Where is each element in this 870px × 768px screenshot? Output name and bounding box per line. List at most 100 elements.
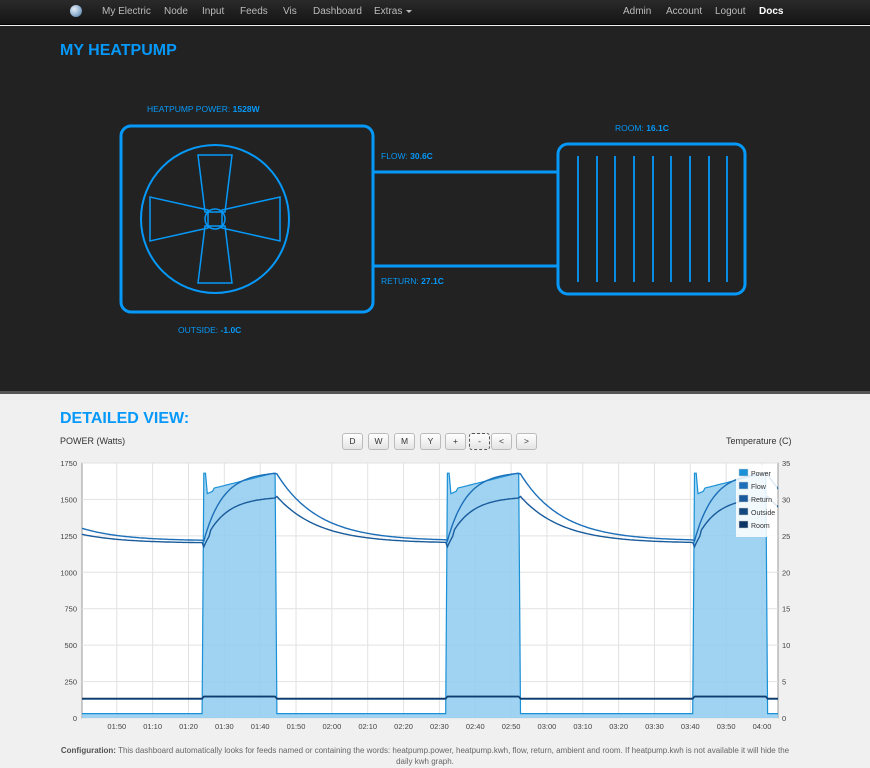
legend-swatch bbox=[738, 468, 749, 477]
x-tick-label: 02:20 bbox=[394, 722, 413, 731]
y-right-tick-label: 30 bbox=[782, 495, 790, 504]
nav-extras-label: Extras bbox=[374, 6, 403, 17]
x-tick-label: 02:30 bbox=[430, 722, 449, 731]
y-right-tick-label: 20 bbox=[782, 568, 790, 577]
configuration-label: Configuration: bbox=[60, 746, 116, 755]
y-right-tick-label: 5 bbox=[782, 678, 786, 687]
nav-node[interactable]: Node bbox=[164, 6, 188, 17]
x-tick-label: 03:00 bbox=[538, 722, 557, 731]
plot-area bbox=[81, 462, 779, 719]
legend-label: Room bbox=[751, 523, 770, 530]
outside-line bbox=[82, 696, 778, 700]
navbar: My Electric Node Input Feeds Vis Dashboa… bbox=[0, 0, 870, 25]
detailed-chart[interactable]: 0 0 250 5 500 10 750 15 1000 20 1250 25 1500 30 1750 35… bbox=[0, 455, 870, 737]
y-right-tick-label: 25 bbox=[782, 532, 790, 541]
x-tick-label: 01:20 bbox=[179, 722, 198, 731]
x-tick-label: 01:50 bbox=[287, 722, 306, 731]
nav-admin[interactable]: Admin bbox=[623, 6, 652, 17]
panel-divider bbox=[0, 391, 870, 394]
nav-my-electric[interactable]: My Electric bbox=[102, 6, 151, 17]
nav-vis[interactable]: Vis bbox=[283, 6, 297, 17]
return-line bbox=[81, 495, 779, 549]
fan-icon bbox=[140, 144, 290, 294]
configuration-text: This dashboard automatically looks for f… bbox=[118, 746, 790, 766]
x-tick-label: 03:10 bbox=[573, 722, 592, 731]
x-tick-label: 01:30 bbox=[215, 722, 234, 731]
detailed-view-title: DETAILED VIEW: bbox=[60, 410, 190, 427]
zoom-out-button[interactable]: - bbox=[469, 433, 490, 450]
legend-swatch bbox=[738, 494, 749, 503]
legend-label: Power bbox=[751, 471, 772, 478]
flow-readout: FLOW: 30.6C bbox=[381, 151, 433, 161]
month-button[interactable]: M bbox=[394, 433, 415, 450]
outside-readout: OUTSIDE: -1.0C bbox=[178, 325, 241, 335]
left-axis-title: POWER (Watts) bbox=[60, 436, 126, 446]
year-button[interactable]: Y bbox=[420, 433, 441, 450]
x-tick-label: 02:00 bbox=[322, 722, 341, 731]
legend-swatch bbox=[738, 481, 749, 490]
y-right-tick-label: 15 bbox=[782, 605, 790, 614]
chevron-down-icon bbox=[406, 9, 413, 13]
heatpump-diagram bbox=[119, 124, 747, 314]
x-tick-label: 02:40 bbox=[466, 722, 485, 731]
nav-logout[interactable]: Logout bbox=[715, 6, 746, 17]
week-button[interactable]: W bbox=[368, 433, 389, 450]
pan-left-button[interactable]: < bbox=[491, 433, 512, 450]
x-tick-label: 02:50 bbox=[502, 722, 521, 731]
return-readout: RETURN: 27.1C bbox=[381, 276, 444, 286]
x-tick-label: 01:10 bbox=[143, 722, 162, 731]
power-label: HEATPUMP POWER: bbox=[147, 104, 231, 114]
room-value: 16.1C bbox=[646, 123, 669, 133]
room-readout: ROOM: 16.1C bbox=[615, 123, 669, 133]
x-tick-label: 01:40 bbox=[251, 722, 270, 731]
nav-feeds[interactable]: Feeds bbox=[240, 6, 268, 17]
nav-docs[interactable]: Docs bbox=[759, 6, 784, 17]
nav-account[interactable]: Account bbox=[666, 6, 703, 17]
legend-label: Return bbox=[751, 497, 772, 504]
day-button[interactable]: D bbox=[342, 433, 363, 450]
y-right-tick-label: 10 bbox=[782, 641, 790, 650]
x-tick-label: 03:50 bbox=[717, 722, 736, 731]
x-tick-label: 01:50 bbox=[107, 722, 126, 731]
nav-extras[interactable]: Extras bbox=[374, 6, 413, 17]
y-left-tick-label: 1750 bbox=[60, 459, 77, 468]
right-axis-title: Temperature (C) bbox=[726, 436, 792, 446]
power-line bbox=[82, 472, 778, 715]
nav-input[interactable]: Input bbox=[202, 6, 225, 17]
x-tick-label: 02:10 bbox=[358, 722, 377, 731]
power-area bbox=[82, 473, 778, 718]
y-left-tick-label: 500 bbox=[64, 641, 77, 650]
legend-label: Outside bbox=[751, 510, 775, 517]
radiator-fins bbox=[577, 156, 728, 282]
x-tick-label: 03:30 bbox=[645, 722, 664, 731]
room-label: ROOM: bbox=[615, 123, 644, 133]
flow-value: 30.6C bbox=[410, 151, 433, 161]
pan-right-button[interactable]: > bbox=[516, 433, 537, 450]
y-left-tick-label: 250 bbox=[64, 678, 77, 687]
heatpump-power-readout: HEATPUMP POWER: 1528W bbox=[147, 104, 260, 114]
x-tick-label: 04:00 bbox=[753, 722, 772, 731]
power-value: 1528W bbox=[232, 104, 260, 114]
y-left-tick-label: 750 bbox=[64, 605, 77, 614]
flow-label: FLOW: bbox=[381, 151, 408, 161]
flow-line bbox=[81, 472, 779, 543]
legend-swatch bbox=[738, 507, 749, 516]
radiator-box bbox=[556, 142, 747, 296]
emoncms-logo-icon[interactable] bbox=[70, 5, 82, 17]
y-left-tick-label: 1500 bbox=[60, 495, 77, 504]
heatpump-title: MY HEATPUMP bbox=[60, 42, 177, 59]
zoom-in-button[interactable]: + bbox=[445, 433, 466, 450]
nav-dashboard[interactable]: Dashboard bbox=[313, 6, 362, 17]
y-right-tick-label: 0 bbox=[782, 714, 786, 723]
outside-value: -1.0C bbox=[220, 325, 242, 335]
configuration-note: Configuration: This dashboard automatica… bbox=[55, 745, 795, 767]
return-label: RETURN: bbox=[381, 276, 419, 286]
room-line bbox=[82, 695, 778, 699]
return-value: 27.1C bbox=[421, 276, 444, 286]
x-tick-label: 03:20 bbox=[609, 722, 628, 731]
outside-label: OUTSIDE: bbox=[178, 325, 219, 335]
x-tick-label: 03:40 bbox=[681, 722, 700, 731]
heatpump-unit-box bbox=[119, 124, 375, 314]
legend-label: Flow bbox=[751, 484, 767, 491]
heatpump-panel bbox=[0, 26, 870, 391]
